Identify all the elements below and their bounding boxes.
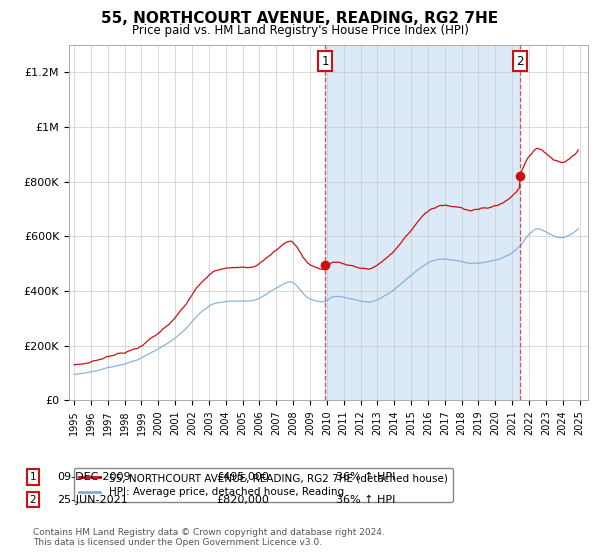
Text: £820,000: £820,000 <box>216 494 269 505</box>
Text: 55, NORTHCOURT AVENUE, READING, RG2 7HE: 55, NORTHCOURT AVENUE, READING, RG2 7HE <box>101 11 499 26</box>
Text: 36% ↑ HPI: 36% ↑ HPI <box>336 494 395 505</box>
Bar <box>325 45 520 400</box>
Text: £495,000: £495,000 <box>216 472 269 482</box>
Text: Price paid vs. HM Land Registry's House Price Index (HPI): Price paid vs. HM Land Registry's House … <box>131 24 469 36</box>
Text: 2: 2 <box>516 55 524 68</box>
Text: 1: 1 <box>29 472 37 482</box>
Text: 2: 2 <box>29 494 37 505</box>
Text: 1: 1 <box>322 55 329 68</box>
Text: 36% ↑ HPI: 36% ↑ HPI <box>336 472 395 482</box>
Text: 25-JUN-2021: 25-JUN-2021 <box>57 494 128 505</box>
Legend: 55, NORTHCOURT AVENUE, READING, RG2 7HE (detached house), HPI: Average price, de: 55, NORTHCOURT AVENUE, READING, RG2 7HE … <box>74 468 452 502</box>
Text: Contains HM Land Registry data © Crown copyright and database right 2024.
This d: Contains HM Land Registry data © Crown c… <box>33 528 385 547</box>
Text: 09-DEC-2009: 09-DEC-2009 <box>57 472 131 482</box>
